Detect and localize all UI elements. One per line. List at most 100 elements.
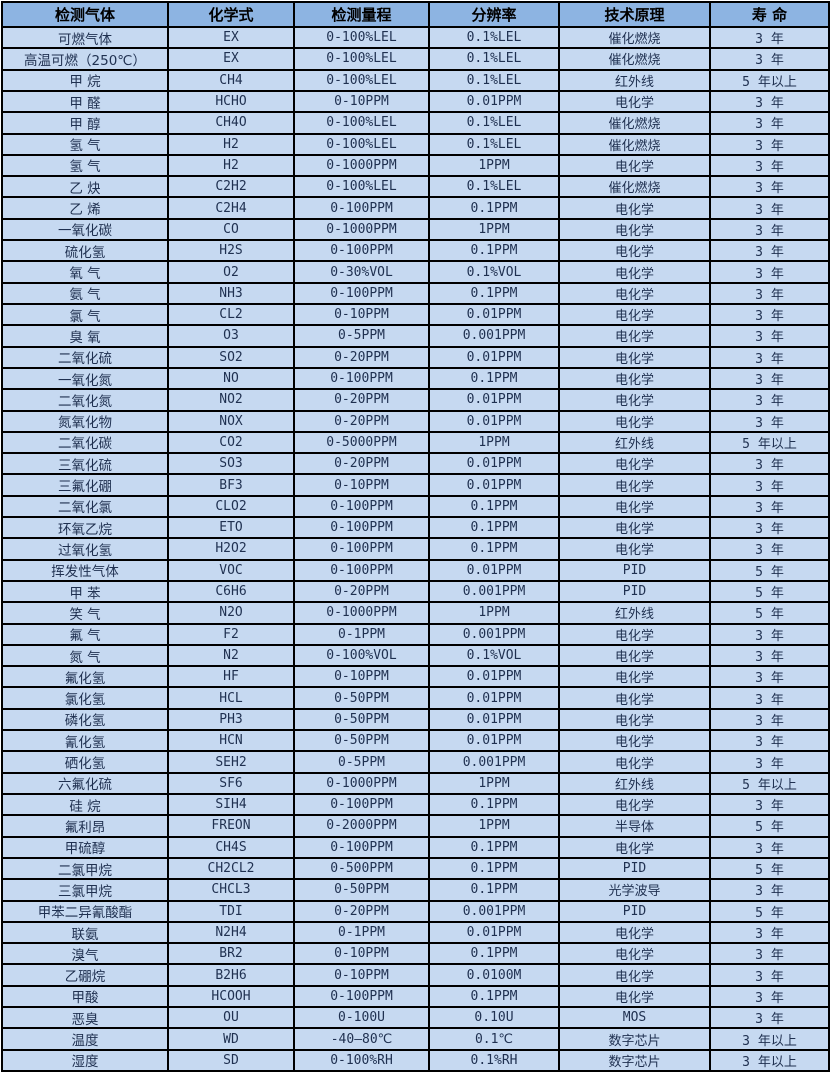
principle-cell: 电化学: [560, 304, 709, 325]
lifespan-cell: 3 年: [711, 326, 828, 346]
range-cell: 0-30%VOL: [295, 262, 428, 282]
gas-name-cell: 氟利昂: [3, 816, 167, 836]
lifespan-cell: 3 年: [711, 944, 828, 964]
column-header-formula: 化学式: [169, 3, 293, 26]
gas-name-cell: 甲 醛: [3, 91, 167, 112]
lifespan-cell: 3 年: [711, 28, 828, 48]
lifespan-cell: 3 年: [711, 667, 828, 687]
resolution-cell: 0.1PPM: [430, 880, 558, 900]
lifespan-cell: 3 年: [711, 368, 828, 389]
range-cell: 0-20PPM: [295, 454, 428, 474]
formula-cell: F2: [169, 624, 293, 644]
lifespan-cell: 3 年以上: [711, 1029, 828, 1049]
formula-cell: WD: [169, 1029, 293, 1049]
principle-cell: 红外线: [560, 70, 709, 90]
principle-cell: 电化学: [560, 667, 709, 687]
resolution-cell: 0.01PPM: [430, 390, 558, 410]
resolution-cell: 0.01PPM: [430, 91, 558, 112]
range-cell: 0-50PPM: [295, 880, 428, 900]
principle-cell: 红外线: [560, 773, 709, 794]
gas-name-cell: 氟化氢: [3, 667, 167, 687]
resolution-cell: 0.01PPM: [430, 731, 558, 751]
range-cell: 0-20PPM: [295, 901, 428, 921]
formula-cell: ETO: [169, 518, 293, 538]
resolution-cell: 0.1%LEL: [430, 70, 558, 90]
formula-cell: SD: [169, 1050, 293, 1070]
gas-name-cell: 甲硫醇: [3, 837, 167, 857]
column-header-principle: 技术原理: [560, 3, 709, 26]
lifespan-cell: 3 年: [711, 539, 828, 559]
formula-cell: BF3: [169, 475, 293, 495]
column-header-resolution: 分辨率: [430, 3, 558, 26]
gas-name-cell: 笑 气: [3, 603, 167, 623]
lifespan-cell: 3 年: [711, 645, 828, 666]
formula-cell: SF6: [169, 773, 293, 794]
gas-name-cell: 氮 气: [3, 645, 167, 666]
formula-cell: NOX: [169, 411, 293, 431]
principle-cell: 电化学: [560, 731, 709, 751]
lifespan-cell: 5 年: [711, 581, 828, 602]
range-cell: 0-10PPM: [295, 965, 428, 985]
resolution-cell: 0.1℃: [430, 1029, 558, 1049]
formula-cell: SO3: [169, 454, 293, 474]
principle-cell: 半导体: [560, 816, 709, 836]
principle-cell: 电化学: [560, 198, 709, 218]
lifespan-cell: 3 年: [711, 475, 828, 495]
resolution-cell: 0.001PPM: [430, 752, 558, 772]
lifespan-cell: 3 年: [711, 922, 828, 943]
column-header-range: 检测量程: [295, 3, 428, 26]
gas-name-cell: 氯化氢: [3, 688, 167, 708]
principle-cell: 电化学: [560, 283, 709, 303]
formula-cell: H2: [169, 134, 293, 154]
range-cell: 0-20PPM: [295, 347, 428, 367]
principle-cell: 电化学: [560, 837, 709, 857]
formula-cell: N2H4: [169, 922, 293, 943]
lifespan-cell: 5 年以上: [711, 70, 828, 90]
formula-cell: CO: [169, 219, 293, 240]
principle-cell: 电化学: [560, 91, 709, 112]
gas-name-cell: 三氯甲烷: [3, 880, 167, 900]
formula-cell: SEH2: [169, 752, 293, 772]
gas-name-cell: 六氟化硫: [3, 773, 167, 794]
principle-cell: 电化学: [560, 390, 709, 410]
lifespan-cell: 3 年: [711, 965, 828, 985]
range-cell: 0-500PPM: [295, 858, 428, 879]
lifespan-cell: 3 年: [711, 304, 828, 325]
gas-name-cell: 氢 气: [3, 155, 167, 176]
range-cell: 0-1000PPM: [295, 603, 428, 623]
range-cell: 0-100%VOL: [295, 645, 428, 666]
gas-name-cell: 乙 炔: [3, 177, 167, 197]
resolution-cell: 0.01PPM: [430, 304, 558, 325]
resolution-cell: 0.1%RH: [430, 1050, 558, 1070]
principle-cell: 电化学: [560, 986, 709, 1007]
gas-name-cell: 甲酸: [3, 986, 167, 1007]
lifespan-cell: 3 年: [711, 390, 828, 410]
principle-cell: 电化学: [560, 709, 709, 730]
formula-cell: EX: [169, 28, 293, 48]
lifespan-cell: 3 年: [711, 880, 828, 900]
resolution-cell: 0.001PPM: [430, 624, 558, 644]
range-cell: 0-10PPM: [295, 304, 428, 325]
formula-cell: CH4O: [169, 113, 293, 133]
lifespan-cell: 5 年: [711, 901, 828, 921]
gas-name-cell: 磷化氢: [3, 709, 167, 730]
formula-cell: HCN: [169, 731, 293, 751]
resolution-cell: 0.1PPM: [430, 837, 558, 857]
formula-cell: HF: [169, 667, 293, 687]
resolution-cell: 0.01PPM: [430, 709, 558, 730]
principle-cell: 光学波导: [560, 880, 709, 900]
resolution-cell: 0.1%VOL: [430, 262, 558, 282]
gas-name-cell: 氯 气: [3, 304, 167, 325]
gas-name-cell: 联氨: [3, 922, 167, 943]
resolution-cell: 0.1PPM: [430, 283, 558, 303]
resolution-cell: 0.01PPM: [430, 560, 558, 580]
principle-cell: 红外线: [560, 432, 709, 453]
resolution-cell: 0.01PPM: [430, 667, 558, 687]
resolution-cell: 0.01PPM: [430, 922, 558, 943]
lifespan-cell: 3 年: [711, 837, 828, 857]
formula-cell: H2O2: [169, 539, 293, 559]
principle-cell: 催化燃烧: [560, 134, 709, 154]
range-cell: 0-2000PPM: [295, 816, 428, 836]
resolution-cell: 0.001PPM: [430, 326, 558, 346]
range-cell: 0-100%LEL: [295, 113, 428, 133]
